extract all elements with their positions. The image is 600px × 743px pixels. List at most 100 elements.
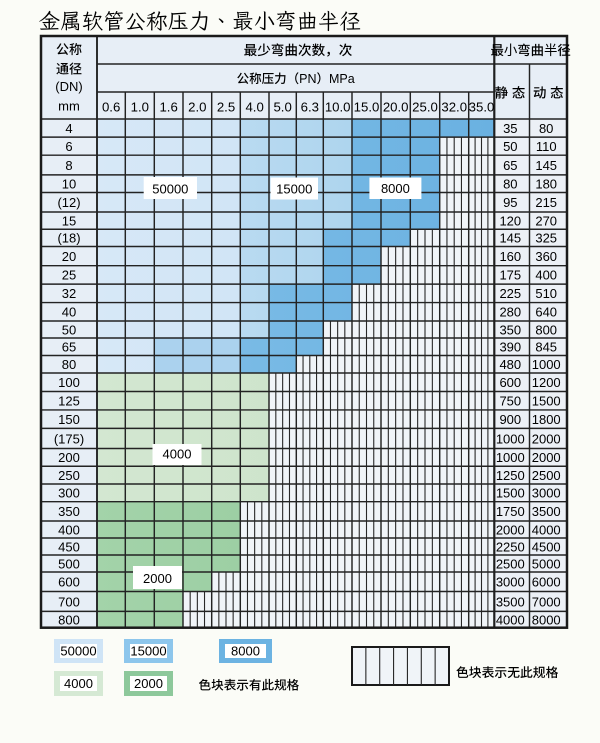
svg-text:通径: 通径 <box>56 59 82 78</box>
svg-text:2000: 2000 <box>496 519 525 538</box>
svg-text:50: 50 <box>503 136 517 155</box>
svg-text:8000: 8000 <box>532 609 561 628</box>
svg-text:32: 32 <box>62 283 76 302</box>
svg-text:1.6: 1.6 <box>159 97 177 116</box>
svg-text:3000: 3000 <box>496 572 525 591</box>
svg-text:10: 10 <box>62 174 76 193</box>
svg-text:2250: 2250 <box>496 536 525 555</box>
svg-text:350: 350 <box>58 501 80 520</box>
svg-text:32.0: 32.0 <box>441 97 467 116</box>
svg-text:450: 450 <box>58 536 80 555</box>
svg-text:2000: 2000 <box>134 673 163 692</box>
svg-text:4: 4 <box>65 118 72 137</box>
svg-text:1250: 1250 <box>496 465 525 484</box>
svg-text:静 态: 静 态 <box>495 82 526 102</box>
svg-text:2000: 2000 <box>532 447 561 466</box>
svg-text:最小弯曲半径: 最小弯曲半径 <box>490 39 570 59</box>
svg-text:5.0: 5.0 <box>273 97 291 116</box>
svg-text:150: 150 <box>58 409 80 428</box>
svg-text:160: 160 <box>499 246 521 265</box>
svg-text:480: 480 <box>499 354 521 373</box>
svg-text:公称压力（PN）MPa: 公称压力（PN）MPa <box>237 68 355 87</box>
svg-text:175: 175 <box>499 265 521 284</box>
svg-text:500: 500 <box>58 553 80 572</box>
svg-text:最少弯曲次数，次: 最少弯曲次数，次 <box>244 39 353 59</box>
svg-text:2000: 2000 <box>143 568 172 587</box>
svg-text:510: 510 <box>535 283 557 302</box>
svg-text:15000: 15000 <box>276 179 312 198</box>
svg-text:800: 800 <box>535 319 557 338</box>
svg-text:(12): (12) <box>57 192 80 211</box>
svg-text:(DN): (DN) <box>55 76 82 95</box>
svg-text:600: 600 <box>58 572 80 591</box>
svg-text:2000: 2000 <box>532 428 561 447</box>
svg-text:1500: 1500 <box>496 483 525 502</box>
svg-text:1.0: 1.0 <box>131 97 149 116</box>
svg-text:4000: 4000 <box>163 444 192 463</box>
svg-text:6: 6 <box>65 136 72 155</box>
svg-text:50000: 50000 <box>152 179 188 198</box>
svg-text:400: 400 <box>58 519 80 538</box>
svg-text:1800: 1800 <box>532 409 561 428</box>
svg-text:50000: 50000 <box>60 641 96 660</box>
svg-text:400: 400 <box>535 265 557 284</box>
svg-text:1000: 1000 <box>532 354 561 373</box>
svg-text:4500: 4500 <box>532 536 561 555</box>
svg-text:15000: 15000 <box>130 641 166 660</box>
svg-text:900: 900 <box>499 409 521 428</box>
svg-text:145: 145 <box>535 155 557 174</box>
svg-text:50: 50 <box>62 319 76 338</box>
svg-text:145: 145 <box>499 228 521 247</box>
svg-text:750: 750 <box>499 391 521 410</box>
svg-text:1000: 1000 <box>496 428 525 447</box>
svg-text:390: 390 <box>499 337 521 356</box>
svg-text:800: 800 <box>58 609 80 628</box>
svg-text:6000: 6000 <box>532 572 561 591</box>
svg-text:4000: 4000 <box>532 519 561 538</box>
svg-text:2500: 2500 <box>496 553 525 572</box>
svg-text:20: 20 <box>62 246 76 265</box>
svg-text:2.0: 2.0 <box>188 97 206 116</box>
svg-text:95: 95 <box>503 192 517 211</box>
svg-text:4000: 4000 <box>496 609 525 628</box>
svg-text:2500: 2500 <box>532 465 561 484</box>
svg-text:4000: 4000 <box>64 673 93 692</box>
svg-text:600: 600 <box>499 372 521 391</box>
svg-text:25: 25 <box>62 265 76 284</box>
svg-text:180: 180 <box>535 174 557 193</box>
svg-text:215: 215 <box>535 192 557 211</box>
svg-text:8: 8 <box>65 155 72 174</box>
svg-text:8000: 8000 <box>381 178 410 197</box>
svg-text:3500: 3500 <box>532 501 561 520</box>
svg-text:20.0: 20.0 <box>383 97 409 116</box>
svg-text:3000: 3000 <box>532 483 561 502</box>
svg-text:360: 360 <box>535 246 557 265</box>
svg-text:金属软管公称压力、最小弯曲半径: 金属软管公称压力、最小弯曲半径 <box>39 8 362 36</box>
svg-text:1500: 1500 <box>532 391 561 410</box>
svg-text:6.3: 6.3 <box>301 97 319 116</box>
svg-text:1000: 1000 <box>496 447 525 466</box>
svg-text:80: 80 <box>539 118 553 137</box>
svg-text:35: 35 <box>503 118 517 137</box>
svg-text:80: 80 <box>503 174 517 193</box>
svg-text:845: 845 <box>535 337 557 356</box>
svg-text:270: 270 <box>535 210 557 229</box>
svg-text:100: 100 <box>58 372 80 391</box>
svg-text:mm: mm <box>58 96 80 115</box>
svg-text:35.0: 35.0 <box>469 97 495 116</box>
svg-text:15.0: 15.0 <box>354 97 380 116</box>
svg-text:色块表示有此规格: 色块表示有此规格 <box>199 675 300 694</box>
svg-text:350: 350 <box>499 319 521 338</box>
svg-text:80: 80 <box>62 354 76 373</box>
svg-text:65: 65 <box>503 155 517 174</box>
svg-text:120: 120 <box>499 210 521 229</box>
svg-text:65: 65 <box>62 337 76 356</box>
svg-text:225: 225 <box>499 283 521 302</box>
svg-text:7000: 7000 <box>532 591 561 610</box>
svg-text:25.0: 25.0 <box>412 97 438 116</box>
svg-text:300: 300 <box>58 483 80 502</box>
svg-text:公称: 公称 <box>56 39 82 58</box>
svg-text:1200: 1200 <box>532 372 561 391</box>
svg-text:280: 280 <box>499 302 521 321</box>
svg-text:10.0: 10.0 <box>325 97 351 116</box>
